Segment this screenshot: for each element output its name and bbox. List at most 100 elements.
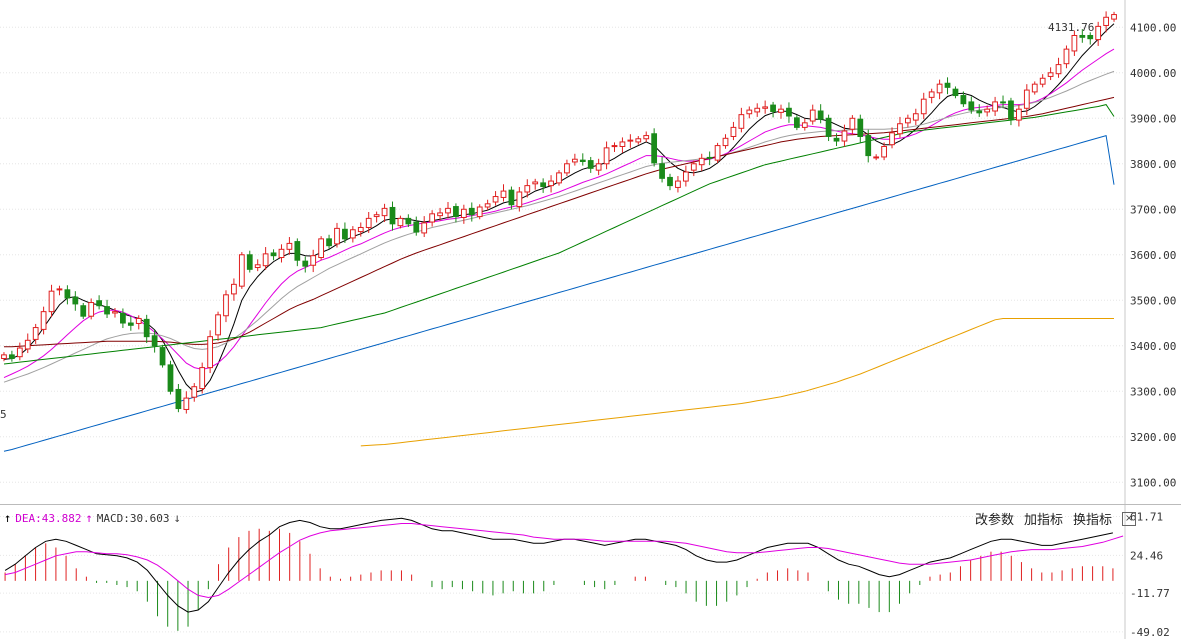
indicator-toolbar: 改参数 加指标 换指标 ×	[975, 509, 1137, 528]
candle-body-down	[968, 101, 975, 111]
candle-body-up	[516, 191, 523, 208]
candle-body-down	[80, 305, 87, 317]
candle-body-up	[556, 172, 562, 184]
candle-body-down	[960, 95, 967, 105]
candle-body-down	[865, 135, 872, 157]
candle-body-up	[762, 106, 769, 109]
y-tick-label: 3200.00	[1130, 431, 1176, 444]
candle-body-up	[841, 130, 848, 142]
y-tick-label: 3300.00	[1130, 385, 1176, 398]
candle-body-up	[112, 311, 118, 314]
candle-body-down	[413, 221, 420, 233]
candle-body-down	[143, 318, 150, 338]
candle-body-up	[334, 227, 340, 245]
candle-body-down	[587, 160, 594, 169]
candle-body-up	[286, 242, 293, 250]
candle-body-up	[365, 217, 372, 228]
candle-body-up	[746, 109, 753, 115]
candle-body-up	[223, 294, 229, 317]
candle-body-up	[445, 207, 451, 214]
y-tick-label: 3700.00	[1130, 203, 1176, 216]
candle-body-up	[199, 367, 206, 390]
add-indicator-button[interactable]: 加指标	[1024, 513, 1064, 528]
y-tick-label: 3800.00	[1130, 158, 1176, 171]
candle-body-up	[88, 302, 95, 317]
candle-body-up	[310, 255, 317, 266]
candle-body-up	[738, 114, 745, 129]
candle-body-up	[231, 283, 237, 295]
candle-body-up	[318, 238, 325, 259]
candle-body-up	[1103, 16, 1109, 26]
close-icon[interactable]: ×	[1122, 511, 1137, 526]
candle-body-down	[508, 189, 515, 206]
candle-body-up	[889, 132, 895, 146]
candle-body-up	[254, 264, 261, 269]
macd-value: MACD:30.603	[96, 511, 170, 525]
candle-body-up	[571, 158, 578, 163]
candle-body-up	[381, 207, 388, 217]
candle-body-down	[540, 182, 547, 188]
macd-histogram	[4, 528, 1114, 631]
candle-body-up	[619, 141, 626, 147]
moving-average-line	[4, 96, 1115, 348]
candle-body-up	[460, 208, 467, 218]
candle-body-up	[881, 145, 887, 158]
min-price-label: 5	[0, 408, 7, 421]
y-tick-label: 3500.00	[1130, 294, 1176, 307]
candle-body-up	[603, 147, 610, 165]
candle-body-up	[714, 145, 721, 161]
macd-y-tick-label: 24.46	[1130, 549, 1163, 562]
candle-body-down	[270, 252, 277, 257]
dif-line	[4, 517, 1114, 613]
candle-body-up	[778, 108, 784, 113]
dea-line	[4, 523, 1124, 599]
macd-chart: 61.71 24.46 -11.77 -49.02	[0, 505, 1170, 639]
candle-body-up	[730, 126, 737, 137]
candle-body-down	[302, 260, 309, 267]
candle-body-down	[833, 137, 840, 142]
candle-body-up	[1023, 89, 1030, 109]
candle-body-up	[1071, 34, 1078, 52]
candle-body-up	[262, 253, 269, 267]
candle-body-down	[944, 82, 951, 88]
candle-body-up	[643, 135, 650, 140]
change-params-button[interactable]: 改参数	[975, 513, 1015, 528]
candle-body-down	[825, 117, 832, 137]
candle-body-down	[976, 110, 983, 114]
candle-body-up	[32, 327, 39, 340]
moving-average-line	[3, 70, 1115, 383]
candle-body-down	[72, 296, 79, 305]
macd-axis: 61.71 24.46 -11.77 -49.02	[1130, 511, 1170, 639]
candle-body-down	[1008, 100, 1014, 120]
price-candles	[1, 11, 1117, 414]
candle-body-up	[532, 181, 539, 185]
y-tick-label: 3900.00	[1130, 112, 1176, 125]
candle-body-up	[1, 354, 7, 360]
y-tick-label: 3400.00	[1130, 340, 1176, 353]
candle-body-up	[928, 91, 935, 98]
switch-indicator-button[interactable]: 换指标	[1073, 513, 1113, 528]
candle-body-down	[770, 104, 776, 112]
arrow-up-icon: ↑	[4, 511, 12, 525]
candle-body-up	[24, 339, 31, 350]
candle-body-down	[667, 176, 673, 187]
candle-body-down	[246, 254, 253, 270]
candle-body-up	[564, 163, 570, 174]
candle-body-down	[120, 312, 126, 324]
candle-body-up	[1111, 14, 1117, 20]
candle-body-up	[373, 214, 380, 218]
moving-average-line	[360, 318, 1114, 447]
candle-body-up	[40, 311, 47, 330]
candle-body-up	[992, 101, 998, 112]
candle-body-up	[492, 196, 499, 203]
candle-body-down	[405, 217, 412, 225]
arrow-up-icon: ↑	[85, 511, 93, 525]
candle-body-up	[207, 336, 213, 369]
candle-body-up	[215, 314, 221, 336]
candle-body-up	[48, 290, 55, 313]
candle-body-down	[127, 322, 134, 326]
candle-body-down	[326, 238, 332, 247]
candle-body-down	[1079, 34, 1086, 38]
candle-body-down	[167, 364, 174, 392]
moving-average-line	[3, 48, 1115, 379]
